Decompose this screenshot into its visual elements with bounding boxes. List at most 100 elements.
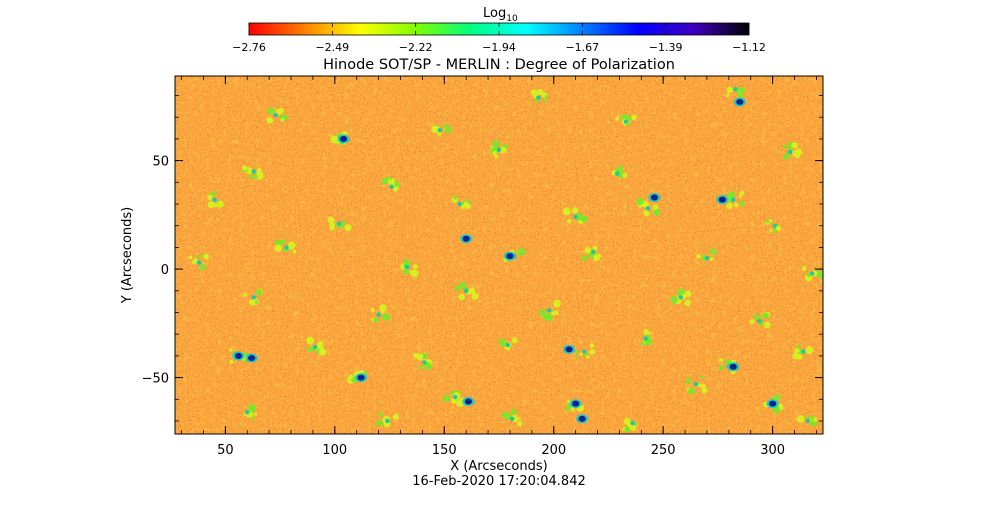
feature-speck — [813, 418, 817, 422]
feature-speck — [726, 202, 733, 210]
feature-speck — [456, 399, 464, 408]
polarization-feature — [574, 343, 596, 359]
spot-core — [464, 398, 472, 405]
feature-core — [284, 245, 289, 250]
strong-polarization-spot — [245, 353, 258, 363]
feature-speck — [418, 365, 423, 370]
feature-speck — [330, 135, 339, 144]
colorbar-tick-label: −1.94 — [482, 41, 516, 54]
polarization-feature — [381, 176, 400, 192]
feature-speck — [710, 257, 714, 261]
feature-speck — [255, 171, 264, 180]
feature-speck — [566, 399, 571, 404]
feature-speck — [565, 407, 570, 412]
x-tick-label: 300 — [760, 443, 785, 458]
feature-speck — [280, 118, 285, 122]
feature-speck — [802, 266, 807, 271]
feature-speck — [581, 215, 588, 223]
feature-speck — [278, 107, 284, 114]
feature-core — [463, 288, 469, 293]
feature-speck — [782, 144, 787, 149]
feature-speck — [795, 153, 800, 159]
colorbar: Log10 −2.76 −2.49 −2.22 −1.94 −1.67 −1.39 −1.1… — [232, 6, 766, 54]
strong-polarization-spot — [337, 134, 350, 144]
feature-speck — [553, 299, 561, 308]
feature-core — [505, 342, 510, 348]
feature-speck — [643, 329, 649, 335]
feature-speck — [589, 349, 596, 355]
feature-speck — [229, 348, 233, 352]
plot-area — [175, 76, 823, 434]
feature-speck — [203, 253, 210, 260]
polarization-feature — [614, 114, 637, 126]
feature-speck — [768, 219, 773, 223]
feature-speck — [624, 426, 631, 433]
feature-speck — [739, 190, 745, 196]
feature-speck — [749, 318, 755, 325]
feature-speck — [454, 285, 461, 291]
feature-speck — [783, 153, 790, 160]
feature-speck — [595, 253, 602, 259]
spot-core — [565, 346, 573, 353]
feature-speck — [581, 255, 588, 261]
feature-core — [757, 318, 762, 324]
x-axis: 50 100 150 200 250 300 — [181, 76, 817, 458]
feature-core — [212, 197, 217, 202]
feature-core — [251, 295, 257, 300]
feature-speck — [256, 167, 262, 173]
feature-speck — [402, 268, 409, 275]
feature-core — [693, 381, 699, 387]
feature-speck — [696, 253, 701, 259]
feature-core — [336, 221, 342, 226]
feature-speck — [762, 312, 769, 319]
feature-core — [573, 214, 578, 220]
strong-polarization-spot — [727, 362, 740, 372]
polarization-feature — [501, 409, 523, 427]
feature-speck — [242, 165, 248, 171]
feature-speck — [684, 299, 692, 307]
strong-polarization-spot — [503, 251, 516, 261]
feature-speck — [492, 150, 497, 156]
feature-speck — [614, 116, 620, 121]
feature-speck — [280, 239, 286, 245]
feature-speck — [196, 255, 200, 259]
feature-speck — [701, 387, 708, 394]
feature-speck — [471, 292, 479, 300]
feature-speck — [380, 308, 385, 314]
spot-core — [736, 99, 744, 106]
feature-speck — [710, 248, 717, 255]
polarization-feature — [241, 165, 264, 180]
feature-core — [772, 223, 778, 228]
feature-speck — [738, 86, 746, 94]
feature-speck — [562, 207, 571, 216]
feature-speck — [727, 191, 735, 199]
feature-speck — [381, 177, 389, 185]
feature-speck — [530, 89, 538, 96]
feature-speck — [450, 390, 454, 395]
feature-speck — [370, 307, 375, 312]
spot-core — [234, 352, 243, 359]
feature-speck — [734, 202, 739, 208]
feature-speck — [306, 336, 315, 345]
spot-core — [718, 196, 726, 203]
polarization-feature — [498, 337, 518, 351]
feature-speck — [412, 264, 418, 270]
feature-speck — [806, 272, 811, 277]
feature-speck — [670, 295, 678, 304]
feature-speck — [511, 409, 517, 415]
y-axis: −50 0 50 — [142, 95, 823, 422]
feature-speck — [791, 142, 798, 149]
feature-core — [733, 86, 738, 92]
feature-speck — [253, 174, 258, 179]
feature-speck — [188, 255, 193, 260]
feature-speck — [394, 181, 400, 187]
colorbar-ticks: −2.76 −2.49 −2.22 −1.94 −1.67 −1.39 −1.12 — [232, 23, 766, 54]
feature-speck — [443, 123, 448, 128]
feature-speck — [424, 362, 432, 370]
feature-core — [630, 420, 635, 426]
polarization-feature — [413, 352, 433, 370]
feature-speck — [207, 201, 215, 209]
feature-speck — [544, 95, 548, 99]
feature-speck — [327, 216, 335, 224]
spot-core — [650, 194, 659, 201]
